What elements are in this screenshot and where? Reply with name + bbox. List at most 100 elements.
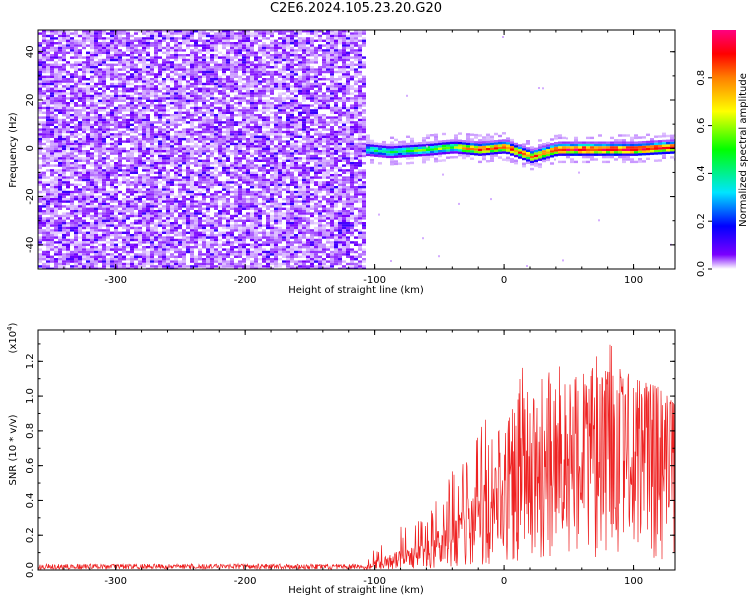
spectrogram-cell — [274, 265, 278, 268]
spectrogram-cell — [70, 44, 74, 47]
spectrogram-cell — [246, 42, 250, 45]
spectrogram-cell — [194, 255, 198, 258]
spectrogram-cell — [50, 121, 54, 124]
spectrogram-cell — [262, 174, 266, 177]
spectrogram-cell — [198, 222, 202, 225]
spectrogram-cell — [238, 207, 242, 210]
spectrogram-cell — [158, 80, 162, 83]
spectrogram-cell — [238, 142, 242, 146]
spectrogram-cell — [202, 174, 206, 177]
spectrogram-cell — [254, 73, 258, 76]
spectrogram-cell — [206, 178, 210, 182]
spectrogram-cell — [126, 171, 130, 174]
spectrogram-cell — [46, 195, 50, 198]
spectrogram-cell — [122, 73, 126, 76]
spectrogram-cell — [178, 162, 182, 165]
spectrogram-cell — [54, 205, 58, 208]
spectrogram-cell — [114, 238, 118, 242]
spectrogram-cell — [54, 142, 58, 146]
spectrogram-cell — [62, 226, 66, 230]
spectrogram-cell — [198, 94, 202, 98]
spectrogram-cell — [170, 150, 174, 153]
spectrogram-cell — [86, 114, 90, 117]
spectrogram-cell — [138, 229, 142, 232]
spectrogram-cell — [166, 85, 170, 88]
spectrogram-cell — [154, 226, 158, 230]
spectrogram-cell — [266, 123, 270, 126]
spectrogram-cell — [274, 229, 278, 232]
spectrogram-cell — [214, 46, 218, 50]
spectrogram-cell — [198, 210, 202, 213]
spectrogram-cell — [274, 198, 278, 201]
spectrogram-cell — [54, 121, 58, 124]
spectrogram-cell — [130, 51, 134, 54]
spectrogram-cell — [274, 78, 278, 81]
spectrogram-cell — [262, 61, 266, 64]
spectrogram-cell — [102, 181, 106, 184]
spectrogram-cell — [170, 49, 174, 52]
spectrogram-cell — [194, 70, 198, 74]
spectrogram-cell — [62, 181, 66, 184]
spectrogram-cell — [258, 140, 262, 143]
spectrogram-cell — [234, 145, 238, 148]
spectrogram-cell — [154, 73, 158, 76]
spectrogram-cell — [134, 92, 138, 95]
spectrogram-cell — [230, 231, 234, 234]
spectrogram-cell — [238, 238, 242, 242]
spectrogram-cell — [94, 174, 98, 177]
spectrogram-cell — [74, 214, 78, 218]
spectrogram-cell — [166, 183, 170, 186]
spectrogram-cell — [86, 248, 90, 251]
spectrogram-cell — [258, 202, 262, 206]
spectrogram-cell — [266, 164, 270, 167]
spectrogram-cell — [146, 123, 150, 126]
spectrogram-cell — [234, 159, 238, 162]
spectrogram-cell — [146, 181, 150, 184]
spectrogram-cell — [66, 238, 70, 242]
spectrogram-cell — [110, 195, 114, 198]
spectrogram-cell — [66, 205, 70, 208]
spectrogram-cell — [242, 260, 246, 263]
spectrogram-cell — [62, 39, 66, 42]
spectrogram-cell — [214, 195, 218, 198]
spectrogram-cell — [134, 114, 138, 117]
spectrogram-cell — [146, 46, 150, 50]
spectrogram-cell — [102, 90, 106, 93]
spectrogram-cell — [242, 128, 246, 131]
spectrogram-cell — [118, 234, 122, 237]
spectrogram-cell — [158, 32, 162, 35]
spectrogram-cell — [206, 56, 210, 59]
spectrogram-cell — [218, 198, 222, 201]
spectrogram-cell — [98, 238, 102, 242]
spectrogram-cell — [254, 66, 258, 69]
spectrogram-cell — [218, 34, 222, 38]
spectrogram-cell — [202, 169, 206, 172]
spectrogram-cell — [202, 94, 206, 98]
spectrogram-cell — [46, 236, 50, 239]
spectrogram-cell — [210, 142, 214, 146]
spectrogram-cell — [138, 241, 142, 244]
spectrogram-cell — [218, 128, 222, 131]
spectrogram-cell — [254, 135, 258, 138]
spectrogram-cell — [130, 188, 134, 191]
spectrogram-cell — [66, 78, 70, 81]
spectrogram-cell — [98, 178, 102, 182]
spectrogram-cell — [230, 248, 234, 251]
spectrogram-cell — [38, 61, 42, 64]
spectrogram-cell — [66, 34, 70, 38]
spectrogram-cell — [94, 75, 98, 78]
spectrogram-cell — [58, 128, 62, 131]
spectrogram-cell — [166, 138, 170, 141]
spectrogram-cell — [126, 231, 130, 234]
spectrogram-cell — [138, 109, 142, 112]
spectrogram-cell — [38, 109, 42, 112]
spectrogram-cell — [146, 241, 150, 244]
spectrogram-cell — [74, 46, 78, 50]
spectrogram-cell — [106, 190, 110, 194]
spectrogram-cell — [126, 267, 130, 269]
spectrogram-cell — [54, 186, 58, 189]
spectrogram-cell — [162, 188, 166, 191]
spectrogram-cell — [190, 265, 194, 268]
spectrogram-cell — [74, 92, 78, 95]
spectrogram-cell — [206, 207, 210, 210]
